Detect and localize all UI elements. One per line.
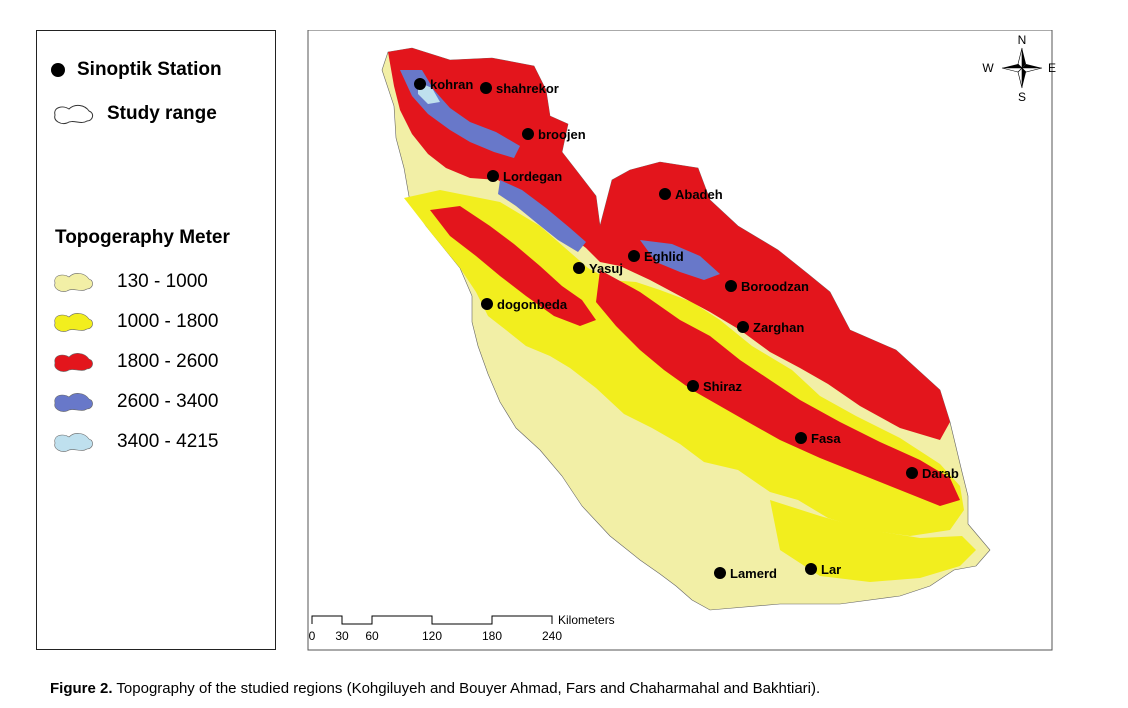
- station-label: Abadeh: [675, 187, 723, 202]
- station-eghlid: Eghlid: [628, 249, 684, 264]
- topography-map: 3000004000005000006000007000008000009000…: [289, 17, 1072, 664]
- study-range-icon: [54, 104, 94, 124]
- legend-range-label: Study range: [107, 103, 217, 124]
- station-dot-icon: [628, 250, 640, 262]
- caption-text: Topography of the studied regions (Kohgi…: [112, 680, 821, 697]
- legend-topography-title: Topogeraphy Meter: [55, 227, 230, 248]
- scale-tick-label: 180: [482, 629, 502, 643]
- elevation-zone-1800-2600-band: [596, 270, 960, 506]
- station-abadeh: Abadeh: [659, 187, 723, 202]
- station-yasuj: Yasuj: [573, 261, 623, 276]
- scale-unit: Kilometers: [558, 613, 615, 627]
- map-frame: 3000004000005000006000007000008000009000…: [289, 17, 1072, 664]
- station-dot-icon: [714, 567, 726, 579]
- station-dot-icon: [906, 467, 918, 479]
- figure-caption: Figure 2. Topography of the studied regi…: [50, 680, 820, 697]
- station-label: Lar: [821, 562, 841, 577]
- legend-swatch-icon: [54, 273, 93, 292]
- station-shiraz: Shiraz: [687, 379, 743, 394]
- station-boroodzan: Boroodzan: [725, 279, 809, 294]
- legend-class-row: 1000 - 1800: [51, 309, 218, 335]
- station-label: Zarghan: [753, 320, 804, 335]
- compass-south: S: [1018, 90, 1026, 104]
- compass-north: N: [1018, 33, 1027, 47]
- station-label: kohran: [430, 77, 473, 92]
- station-dot-icon: [795, 432, 807, 444]
- station-label: Boroodzan: [741, 279, 809, 294]
- station-label: Lamerd: [730, 566, 777, 581]
- elevation-zone-1000-1800-south: [770, 500, 976, 582]
- legend-station-row: Sinoptik Station: [51, 59, 222, 81]
- legend-class-label: 3400 - 4215: [117, 431, 219, 452]
- station-dogonbeda: dogonbeda: [481, 297, 568, 312]
- station-zarghan: Zarghan: [737, 320, 804, 335]
- station-markers: kohran shahrekor broojen Lordegan Abadeh Eghl…: [414, 77, 959, 581]
- legend-swatch-icon: [54, 313, 93, 332]
- station-dot-icon: [659, 188, 671, 200]
- station-lamerd: Lamerd: [714, 566, 777, 581]
- scale-tick-label: 120: [422, 629, 442, 643]
- station-dot-icon: [687, 380, 699, 392]
- station-kohran: kohran: [414, 77, 473, 92]
- scale-tick-label: 30: [335, 629, 349, 643]
- station-lar: Lar: [805, 562, 841, 577]
- legend-class-row: 130 - 1000: [51, 269, 208, 295]
- station-label: Lordegan: [503, 169, 562, 184]
- station-label: shahrekor: [496, 81, 559, 96]
- station-symbol-icon: [51, 63, 65, 77]
- legend-class-label: 1000 - 1800: [117, 311, 219, 332]
- scale-tick-label: 240: [542, 629, 562, 643]
- scale-tick-label: 60: [365, 629, 379, 643]
- legend-range-row: Study range: [51, 101, 217, 127]
- legend-class-label: 2600 - 3400: [117, 391, 219, 412]
- station-label: Fasa: [811, 431, 841, 446]
- legend-station-label: Sinoptik Station: [77, 59, 222, 80]
- station-dot-icon: [487, 170, 499, 182]
- compass-rose-icon: N S E W: [982, 33, 1056, 104]
- station-darab: Darab: [906, 466, 959, 481]
- map-legend: Sinoptik Station Study range Topogeraphy…: [36, 30, 276, 650]
- compass-east: E: [1048, 61, 1056, 75]
- station-label: Eghlid: [644, 249, 684, 264]
- compass-west: W: [982, 61, 994, 75]
- station-dot-icon: [725, 280, 737, 292]
- caption-figure-number: Figure 2.: [50, 680, 113, 697]
- station-label: broojen: [538, 127, 586, 142]
- station-dot-icon: [414, 78, 426, 90]
- legend-swatch-icon: [54, 353, 93, 372]
- station-label: Darab: [922, 466, 959, 481]
- station-dot-icon: [805, 563, 817, 575]
- elevation-zone-2600-3400-central: [498, 180, 586, 252]
- station-fasa: Fasa: [795, 431, 841, 446]
- legend-class-label: 1800 - 2600: [117, 351, 219, 372]
- legend-class-label: 130 - 1000: [117, 271, 208, 292]
- scale-tick-label: 0: [309, 629, 316, 643]
- legend-swatch-icon: [54, 433, 93, 452]
- legend-class-row: 2600 - 3400: [51, 389, 218, 415]
- elevation-zone-1800-2600-west: [430, 206, 596, 326]
- scale-bar: Kilometers 0 30 60 120 180 240: [309, 613, 615, 643]
- legend-class-row: 1800 - 2600: [51, 349, 218, 375]
- station-dot-icon: [480, 82, 492, 94]
- elevation-zone-2600-3400-east: [640, 240, 720, 280]
- legend-swatch-icon: [54, 393, 93, 412]
- station-dot-icon: [481, 298, 493, 310]
- station-label: dogonbeda: [497, 297, 568, 312]
- station-broojen: broojen: [522, 127, 586, 142]
- station-dot-icon: [737, 321, 749, 333]
- station-dot-icon: [522, 128, 534, 140]
- station-shahrekor: shahrekor: [480, 81, 559, 96]
- station-label: Shiraz: [703, 379, 743, 394]
- station-lordegan: Lordegan: [487, 169, 562, 184]
- station-label: Yasuj: [589, 261, 623, 276]
- legend-class-row: 3400 - 4215: [51, 429, 218, 455]
- station-dot-icon: [573, 262, 585, 274]
